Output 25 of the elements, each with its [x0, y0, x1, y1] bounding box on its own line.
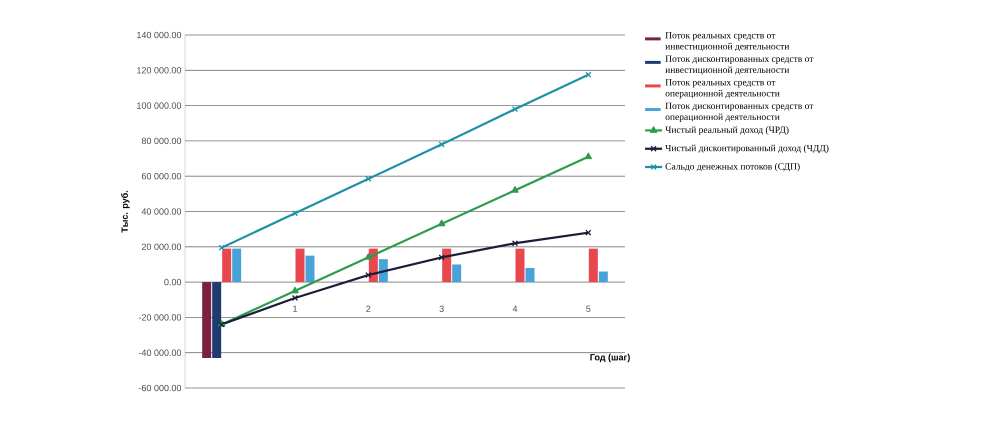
legend-label: Чистый дисконтированный доход (ЧДД)	[665, 144, 829, 154]
y-tick-label: -20 000.00	[138, 314, 182, 321]
y-axis-title: Тыс. руб.	[121, 190, 130, 233]
x-tick-label: 3	[440, 306, 444, 312]
legend-label: Сальдо денежных потоков (СДП)	[666, 162, 800, 172]
legend-label: Поток реальных средств от операционной деятельности	[665, 79, 780, 98]
y-tick-label: 60 000.00	[142, 173, 182, 180]
legend-label: Поток дисконтированных средств от операционной деятельности	[665, 102, 814, 122]
x-tick-label: 5	[586, 306, 590, 312]
y-tick-label: 100 000.00	[137, 102, 182, 109]
x-axis-title: Год (шаг)	[590, 354, 630, 362]
x-tick-label: 4	[512, 306, 518, 312]
legend-label: Поток дисконтированных средств от инвестиционной деятельности	[665, 56, 814, 75]
y-tick-label: -40 000.00	[138, 350, 182, 356]
x-tick-label: 2	[366, 306, 370, 312]
y-tick-label: 80 000.00	[142, 138, 182, 144]
legend-label: Чистый реальный доход (ЧРД)	[665, 126, 789, 135]
y-tick-label: -60 000.00	[138, 384, 182, 392]
y-tick-label: 140 000.00	[137, 32, 182, 38]
y-tick-label: 0.00	[164, 278, 182, 286]
y-tick-label: 120 000.00	[137, 67, 182, 74]
x-tick-label: 1	[293, 306, 298, 312]
y-tick-label: 20 000.00	[142, 244, 182, 250]
y-tick-label: 40 000.00	[142, 208, 182, 215]
legend-label: Поток реальных средств от инвестиционной деятельности	[665, 32, 790, 52]
